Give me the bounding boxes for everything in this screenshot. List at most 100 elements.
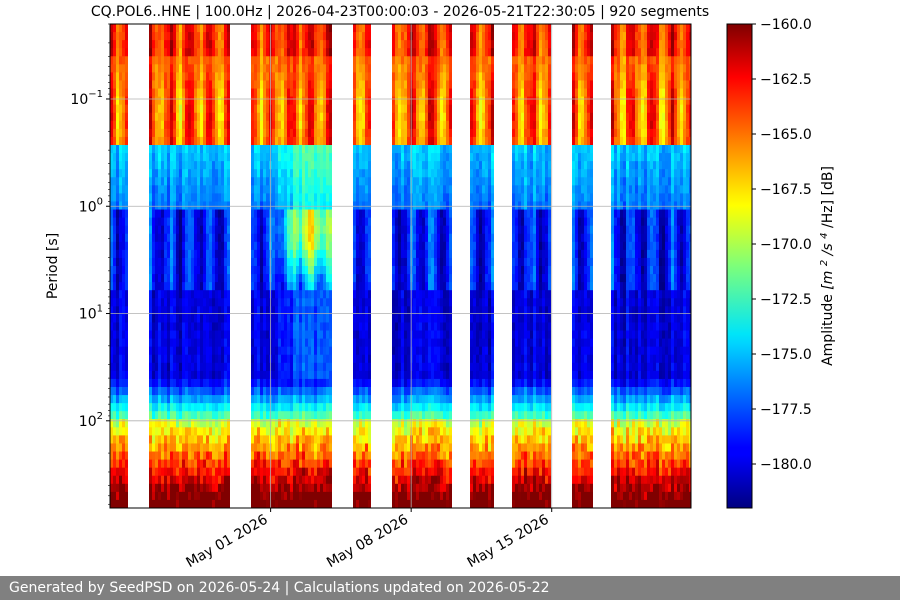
spectrogram-cell: [320, 48, 323, 57]
spectrogram-cell: [284, 298, 287, 307]
spectrogram-cell: [293, 290, 296, 299]
spectrogram-cell: [212, 193, 215, 203]
spectrogram-cell: [296, 64, 299, 73]
spectrogram-cell: [326, 395, 329, 404]
spectrogram-cell: [398, 104, 401, 114]
spectrogram-cell: [323, 217, 326, 227]
spectrogram-cell: [320, 443, 323, 453]
spectrogram-cell: [266, 225, 269, 235]
spectrogram-cell: [122, 64, 125, 73]
spectrogram-cell: [155, 193, 158, 203]
spectrogram-cell: [326, 362, 329, 372]
spectrogram-cell: [179, 314, 182, 324]
spectrogram-cell: [173, 370, 176, 380]
spectrogram-cell: [437, 387, 440, 396]
spectrogram-cell: [422, 56, 425, 65]
spectrogram-cell: [188, 169, 191, 178]
spectrogram-cell: [188, 491, 191, 501]
spectrogram-cell: [353, 491, 356, 501]
spectrogram-cell: [392, 112, 395, 122]
spectrogram-cell: [122, 88, 125, 98]
spectrogram-cell: [212, 419, 215, 428]
spectrogram-cell: [419, 322, 422, 332]
spectrogram-cell: [425, 112, 428, 122]
spectrogram-cell: [311, 24, 314, 33]
spectrogram-cell: [179, 274, 182, 283]
spectrogram-cell: [263, 48, 266, 57]
spectrogram-cell: [353, 233, 356, 243]
spectrogram-cell: [437, 298, 440, 307]
spectrogram-cell: [215, 96, 218, 106]
spectrogram-cell: [323, 322, 326, 332]
spectrogram-cell: [185, 24, 188, 33]
spectrogram-cell: [434, 56, 437, 65]
spectrogram-cell: [149, 177, 152, 186]
spectrogram-cell: [161, 153, 164, 162]
spectrogram-cell: [173, 491, 176, 501]
spectrogram-cell: [116, 169, 119, 178]
spectrogram-cell: [185, 354, 188, 364]
spectrogram-cell: [170, 499, 173, 508]
spectrogram-cell: [170, 459, 173, 469]
spectrogram-cell: [404, 64, 407, 73]
spectrogram-cell: [299, 177, 302, 186]
spectrogram-cell: [362, 411, 365, 420]
spectrogram-cell: [419, 136, 422, 146]
spectrogram-cell: [293, 395, 296, 404]
spectrogram-cell: [392, 128, 395, 138]
spectrogram-cell: [161, 96, 164, 106]
spectrogram-cell: [158, 435, 161, 445]
spectrogram-cell: [215, 282, 218, 291]
spectrogram-cell: [191, 249, 194, 259]
spectrogram-cell: [293, 145, 296, 154]
spectrogram-cell: [422, 209, 425, 219]
spectrogram-cell: [437, 153, 440, 162]
spectrogram-cell: [152, 257, 155, 267]
spectrogram-cell: [293, 209, 296, 219]
spectrogram-cell: [215, 72, 218, 82]
spectrogram-cell: [122, 177, 125, 186]
spectrogram-cell: [170, 298, 173, 307]
spectrogram-cell: [404, 346, 407, 356]
spectrogram-cell: [212, 96, 215, 106]
spectrogram-cell: [122, 201, 125, 211]
spectrogram-cell: [308, 80, 311, 90]
spectrogram-cell: [281, 306, 284, 315]
spectrogram-cell: [293, 96, 296, 106]
spectrogram-cell: [224, 169, 227, 178]
spectrogram-cell: [368, 161, 371, 170]
spectrogram-cell: [398, 266, 401, 275]
spectrogram-cell: [110, 56, 113, 65]
spectrogram-cell: [221, 225, 224, 235]
spectrogram-cell: [110, 233, 113, 243]
spectrogram-cell: [170, 169, 173, 178]
spectrogram-cell: [422, 233, 425, 243]
spectrogram-cell: [299, 298, 302, 307]
spectrogram-cell: [209, 483, 212, 493]
spectrogram-cell: [428, 395, 431, 404]
spectrogram-cell: [161, 387, 164, 396]
spectrogram-cell: [200, 64, 203, 73]
spectrogram-cell: [194, 459, 197, 469]
spectrogram-cell: [434, 491, 437, 501]
spectrogram-cell: [209, 443, 212, 453]
spectrogram-cell: [263, 233, 266, 243]
spectrogram-cell: [326, 314, 329, 324]
spectrogram-cell: [167, 419, 170, 428]
spectrogram-cell: [119, 475, 122, 485]
spectrogram-cell: [263, 306, 266, 315]
spectrogram-cell: [407, 403, 410, 412]
spectrogram-cell: [356, 411, 359, 420]
spectrogram-cell: [362, 499, 365, 508]
spectrogram-cell: [440, 274, 443, 283]
spectrogram-cell: [116, 274, 119, 283]
spectrogram-cell: [395, 120, 398, 130]
spectrogram-cell: [368, 346, 371, 356]
spectrogram-cell: [182, 266, 185, 275]
spectrogram-cell: [416, 346, 419, 356]
spectrogram-cell: [227, 96, 230, 106]
spectrogram-cell: [164, 274, 167, 283]
spectrogram-cell: [167, 443, 170, 453]
spectrogram-cell: [440, 419, 443, 428]
spectrogram-cell: [353, 177, 356, 186]
